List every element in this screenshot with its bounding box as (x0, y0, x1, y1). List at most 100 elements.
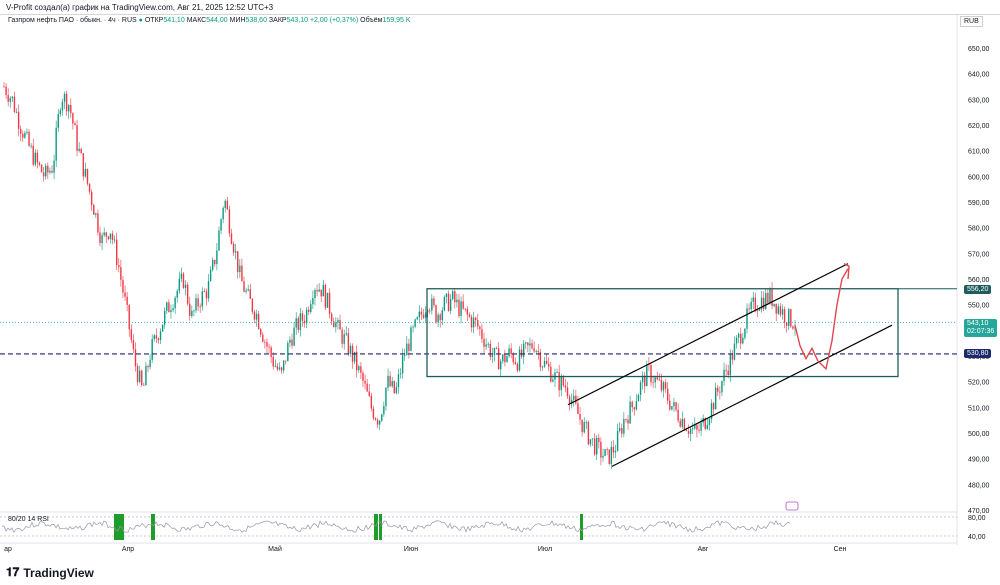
candle-body (222, 207, 224, 220)
candle-body (289, 339, 291, 343)
candle-body (631, 401, 633, 408)
candle-body (36, 152, 39, 163)
candle-body (232, 243, 235, 253)
candle-body (387, 375, 389, 388)
candle-body (466, 308, 469, 315)
candle-body (55, 127, 57, 161)
candle-body (393, 381, 395, 394)
candle-body (207, 281, 210, 299)
candle-body (454, 291, 456, 303)
candle-body (729, 353, 732, 375)
candle-body (255, 313, 258, 320)
candle-body (683, 418, 686, 431)
candle-body (184, 284, 187, 288)
candle-body (781, 309, 784, 315)
chart-caption: V-Profit создал(а) график на TradingView… (6, 3, 274, 12)
candle-body (153, 335, 155, 339)
candle-body (34, 152, 37, 165)
candle-body (316, 289, 318, 292)
candle-body (241, 265, 243, 282)
candle-body (792, 326, 794, 329)
candle-body (314, 289, 316, 299)
high-value: 544,00 (206, 17, 228, 24)
symbol-name[interactable]: Газпром нефть ПАО · обыкн. · 4ч · RUS (8, 17, 137, 24)
candle-body (130, 329, 133, 341)
candle-body (74, 123, 76, 126)
candle-body (681, 418, 683, 427)
rsi-signal-bar (580, 514, 583, 540)
channel-lower-line (611, 324, 893, 467)
candle-body (533, 348, 535, 352)
y-tick-label: 510,00 (968, 405, 990, 412)
candle-body (157, 338, 160, 341)
candle-body (639, 382, 642, 396)
candle-body (49, 170, 51, 173)
candle-body (558, 372, 560, 391)
candle-body (45, 165, 47, 177)
candle-body (483, 338, 485, 347)
price-tag-support: 530,80 (964, 349, 992, 358)
candle-body (370, 396, 373, 409)
candle-body (464, 308, 466, 310)
candle-body (86, 168, 89, 184)
candle-body (704, 418, 706, 429)
candle-body (662, 382, 665, 391)
candle-body (245, 290, 247, 292)
candle-body (376, 419, 379, 425)
candle-body (698, 429, 700, 431)
candle-body (602, 455, 604, 458)
candle-body (374, 418, 377, 420)
candle-body (176, 290, 178, 298)
candle-body (38, 162, 41, 165)
candle-body (164, 310, 166, 325)
candle-body (714, 387, 717, 410)
candle-body (570, 399, 573, 405)
candle-body (201, 291, 203, 307)
candle-body (280, 367, 283, 371)
currency-label[interactable]: RUB (960, 16, 983, 27)
forecast-arrow-head (843, 262, 850, 280)
event-marker-icon (785, 501, 799, 511)
candle-body (76, 125, 78, 151)
candle-body (203, 291, 206, 293)
candle-body (197, 298, 199, 307)
candle-body (216, 250, 218, 264)
candle-body (195, 298, 197, 311)
candle-body (765, 292, 767, 309)
candle-body (723, 369, 725, 382)
candle-body (587, 422, 590, 445)
candle-body (345, 333, 347, 335)
candle-body (535, 350, 537, 352)
candle-body (82, 153, 85, 177)
candle-body (422, 314, 425, 318)
candle-body (508, 348, 510, 357)
rsi-label[interactable]: 80/20 14 RSI (8, 516, 49, 523)
candle-body (249, 289, 251, 299)
y-tick-label: 590,00 (968, 200, 990, 207)
candle-body (612, 446, 615, 453)
candle-body (395, 387, 398, 394)
candle-body (656, 377, 658, 380)
candle-body (251, 298, 254, 312)
candle-body (685, 430, 688, 432)
candle-body (391, 381, 393, 387)
candle-body (579, 414, 581, 420)
candle-body (556, 372, 558, 373)
candle-body (399, 373, 402, 375)
candle-body (305, 309, 308, 324)
candle-body (339, 320, 341, 330)
candle-body (199, 306, 201, 308)
candle-body (243, 281, 245, 292)
candle-body (214, 259, 216, 264)
forecast-path (794, 268, 849, 371)
candle-body (717, 387, 719, 392)
candle-body (224, 200, 226, 208)
candle-body (677, 409, 679, 421)
close-label: ЗАКР (268, 17, 287, 24)
candle-body (737, 333, 740, 338)
candle-body (754, 297, 757, 311)
candle-body (7, 95, 9, 102)
candle-body (218, 230, 220, 251)
candle-body (689, 428, 692, 434)
